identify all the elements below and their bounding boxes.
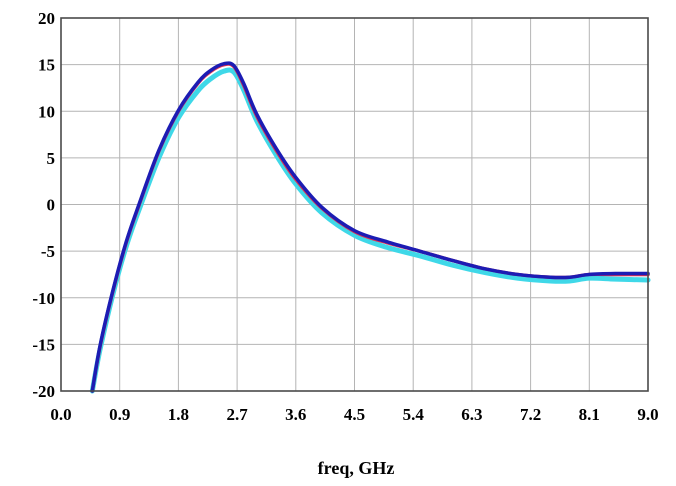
x-tick-label: 7.2	[520, 405, 541, 424]
x-axis-label: freq, GHz	[318, 458, 395, 478]
x-tick-label: 0.0	[50, 405, 71, 424]
y-tick-label: -10	[32, 289, 55, 308]
series-lines	[89, 61, 651, 394]
y-tick-label: -20	[32, 382, 55, 401]
x-tick-labels: 0.0 0.9 1.8 2.7 3.6 4.5 5.4 6.3 7.2 8.1 9.0	[50, 405, 658, 424]
y-tick-label: 15	[38, 56, 55, 75]
y-tick-label: -5	[41, 242, 55, 261]
y-tick-label: 20	[38, 9, 55, 28]
x-tick-label: 3.6	[285, 405, 306, 424]
x-tick-label: 0.9	[109, 405, 130, 424]
y-tick-label: 5	[47, 149, 56, 168]
x-tick-label: 2.7	[226, 405, 248, 424]
x-tick-label: 4.5	[344, 405, 365, 424]
y-tick-labels: 20 15 10 5 0 -5 -10 -15 -20	[32, 9, 55, 401]
x-tick-label: 1.8	[168, 405, 189, 424]
series-line-3	[90, 61, 650, 393]
x-tick-label: 8.1	[579, 405, 600, 424]
x-tick-label: 5.4	[403, 405, 425, 424]
x-tick-label: 6.3	[461, 405, 482, 424]
y-tick-label: -15	[32, 335, 55, 354]
x-tick-label: 9.0	[637, 405, 658, 424]
y-tick-label: 10	[38, 102, 55, 121]
plot-frame	[60, 17, 649, 392]
y-tick-label: 0	[47, 196, 56, 215]
